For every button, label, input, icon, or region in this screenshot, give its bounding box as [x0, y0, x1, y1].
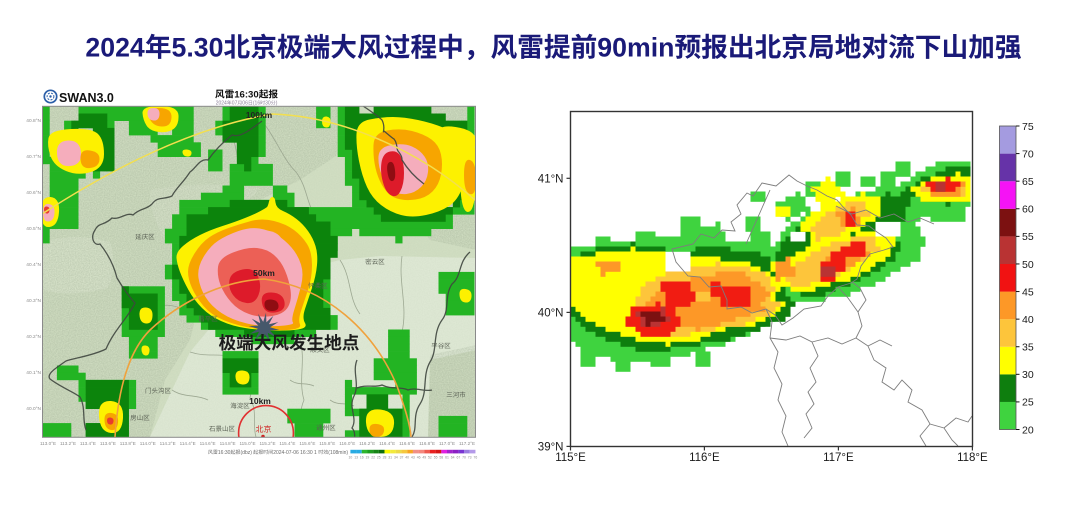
- svg-text:): ): [276, 101, 278, 107]
- svg-text:114.2°E: 114.2°E: [160, 441, 176, 446]
- svg-text:2024-07-06 16:30 1: 2024-07-06 16:30 1: [273, 450, 317, 456]
- svg-text:116°E: 116°E: [689, 452, 720, 464]
- svg-text:30: 30: [265, 101, 271, 107]
- svg-text:40.2°N: 40.2°N: [26, 334, 41, 340]
- svg-text:46: 46: [417, 456, 421, 460]
- svg-text:117.0°E: 117.0°E: [439, 441, 455, 446]
- svg-text:06: 06: [242, 101, 248, 107]
- svg-text:113.8°E: 113.8°E: [120, 441, 136, 446]
- svg-text:37: 37: [400, 456, 404, 460]
- svg-text:65: 65: [1022, 176, 1034, 188]
- svg-text:113.4°E: 113.4°E: [80, 441, 96, 446]
- svg-text:117.2°E: 117.2°E: [459, 441, 475, 446]
- svg-text:118°E: 118°E: [957, 452, 988, 464]
- svg-text:50km: 50km: [253, 268, 275, 278]
- svg-text:75: 75: [1022, 121, 1034, 133]
- svg-text:117°E: 117°E: [823, 452, 854, 464]
- svg-text:25: 25: [1022, 397, 1034, 409]
- svg-text:61: 61: [445, 456, 449, 460]
- svg-text:90min: 90min: [597, 33, 674, 63]
- svg-text:40.5°N: 40.5°N: [26, 226, 41, 232]
- svg-text:116.2°E: 116.2°E: [359, 441, 375, 446]
- svg-text:31: 31: [388, 456, 392, 460]
- svg-text:10: 10: [349, 456, 353, 460]
- svg-text:113.0°E: 113.0°E: [40, 441, 56, 446]
- svg-text:114.4°E: 114.4°E: [180, 441, 196, 446]
- svg-text:16:30: 16:30: [218, 450, 231, 456]
- svg-text:55: 55: [1022, 231, 1034, 243]
- svg-text:50: 50: [1022, 259, 1034, 271]
- svg-text:76: 76: [474, 456, 478, 460]
- svg-text:113.2°E: 113.2°E: [60, 441, 76, 446]
- svg-text:13: 13: [354, 456, 358, 460]
- svg-text:114.0°E: 114.0°E: [140, 441, 156, 446]
- svg-text:25: 25: [377, 456, 381, 460]
- svg-text:115.8°E: 115.8°E: [319, 441, 335, 446]
- svg-text:49: 49: [422, 456, 426, 460]
- svg-text:100km: 100km: [246, 110, 273, 120]
- svg-text:40.7°N: 40.7°N: [26, 154, 41, 160]
- svg-text:39°N: 39°N: [538, 441, 564, 453]
- svg-text:64: 64: [451, 456, 455, 460]
- svg-text:40: 40: [405, 456, 409, 460]
- svg-text:43: 43: [411, 456, 415, 460]
- svg-text:60: 60: [1022, 204, 1034, 216]
- svg-text:70: 70: [462, 456, 466, 460]
- svg-text:19: 19: [366, 456, 370, 460]
- svg-text:115.0°E: 115.0°E: [239, 441, 255, 446]
- svg-text:113.6°E: 113.6°E: [100, 441, 116, 446]
- svg-text:116.4°E: 116.4°E: [379, 441, 395, 446]
- svg-text:70: 70: [1022, 148, 1034, 160]
- svg-text:34: 34: [394, 456, 398, 460]
- svg-text:16: 16: [360, 456, 364, 460]
- svg-text:40.1°N: 40.1°N: [26, 370, 41, 376]
- svg-text:22: 22: [371, 456, 375, 460]
- svg-text:116.8°E: 116.8°E: [419, 441, 435, 446]
- svg-text:40.0°N: 40.0°N: [26, 406, 41, 412]
- svg-text:115.2°E: 115.2°E: [259, 441, 275, 446]
- svg-text:(108min): (108min): [328, 450, 348, 456]
- svg-text:40.3°N: 40.3°N: [26, 298, 41, 304]
- svg-text:58: 58: [439, 456, 443, 460]
- svg-text:(16: (16: [253, 101, 260, 107]
- svg-text:115°E: 115°E: [555, 452, 586, 464]
- svg-text:116.0°E: 116.0°E: [339, 441, 355, 446]
- svg-text:40.6°N: 40.6°N: [26, 190, 41, 196]
- svg-text:40.4°N: 40.4°N: [26, 262, 41, 268]
- svg-text:67: 67: [457, 456, 461, 460]
- svg-text:10km: 10km: [249, 396, 271, 406]
- svg-text:40: 40: [1022, 314, 1034, 326]
- svg-text:52: 52: [428, 456, 432, 460]
- svg-text:2024: 2024: [85, 33, 145, 63]
- svg-text:07: 07: [232, 101, 238, 107]
- svg-text:114.6°E: 114.6°E: [200, 441, 216, 446]
- svg-text:5.30: 5.30: [172, 33, 224, 63]
- svg-text:115.4°E: 115.4°E: [279, 441, 295, 446]
- svg-text:73: 73: [468, 456, 472, 460]
- svg-text:16:30: 16:30: [234, 90, 259, 101]
- svg-text:40°N: 40°N: [538, 307, 564, 319]
- svg-text:20: 20: [1022, 424, 1034, 436]
- svg-text:116.6°E: 116.6°E: [399, 441, 415, 446]
- svg-text:55: 55: [434, 456, 438, 460]
- svg-text:41°N: 41°N: [538, 173, 564, 185]
- svg-text:35: 35: [1022, 342, 1034, 354]
- svg-text:114.8°E: 114.8°E: [220, 441, 236, 446]
- svg-text:30: 30: [1022, 369, 1034, 381]
- svg-text:SWAN3.0: SWAN3.0: [59, 91, 114, 105]
- svg-text:40.8°N: 40.8°N: [26, 118, 41, 124]
- svg-text:28: 28: [383, 456, 387, 460]
- svg-text:115.6°E: 115.6°E: [299, 441, 315, 446]
- svg-text:45: 45: [1022, 286, 1034, 298]
- svg-text:2024: 2024: [216, 101, 227, 107]
- svg-text:(dbz): (dbz): [241, 450, 253, 456]
